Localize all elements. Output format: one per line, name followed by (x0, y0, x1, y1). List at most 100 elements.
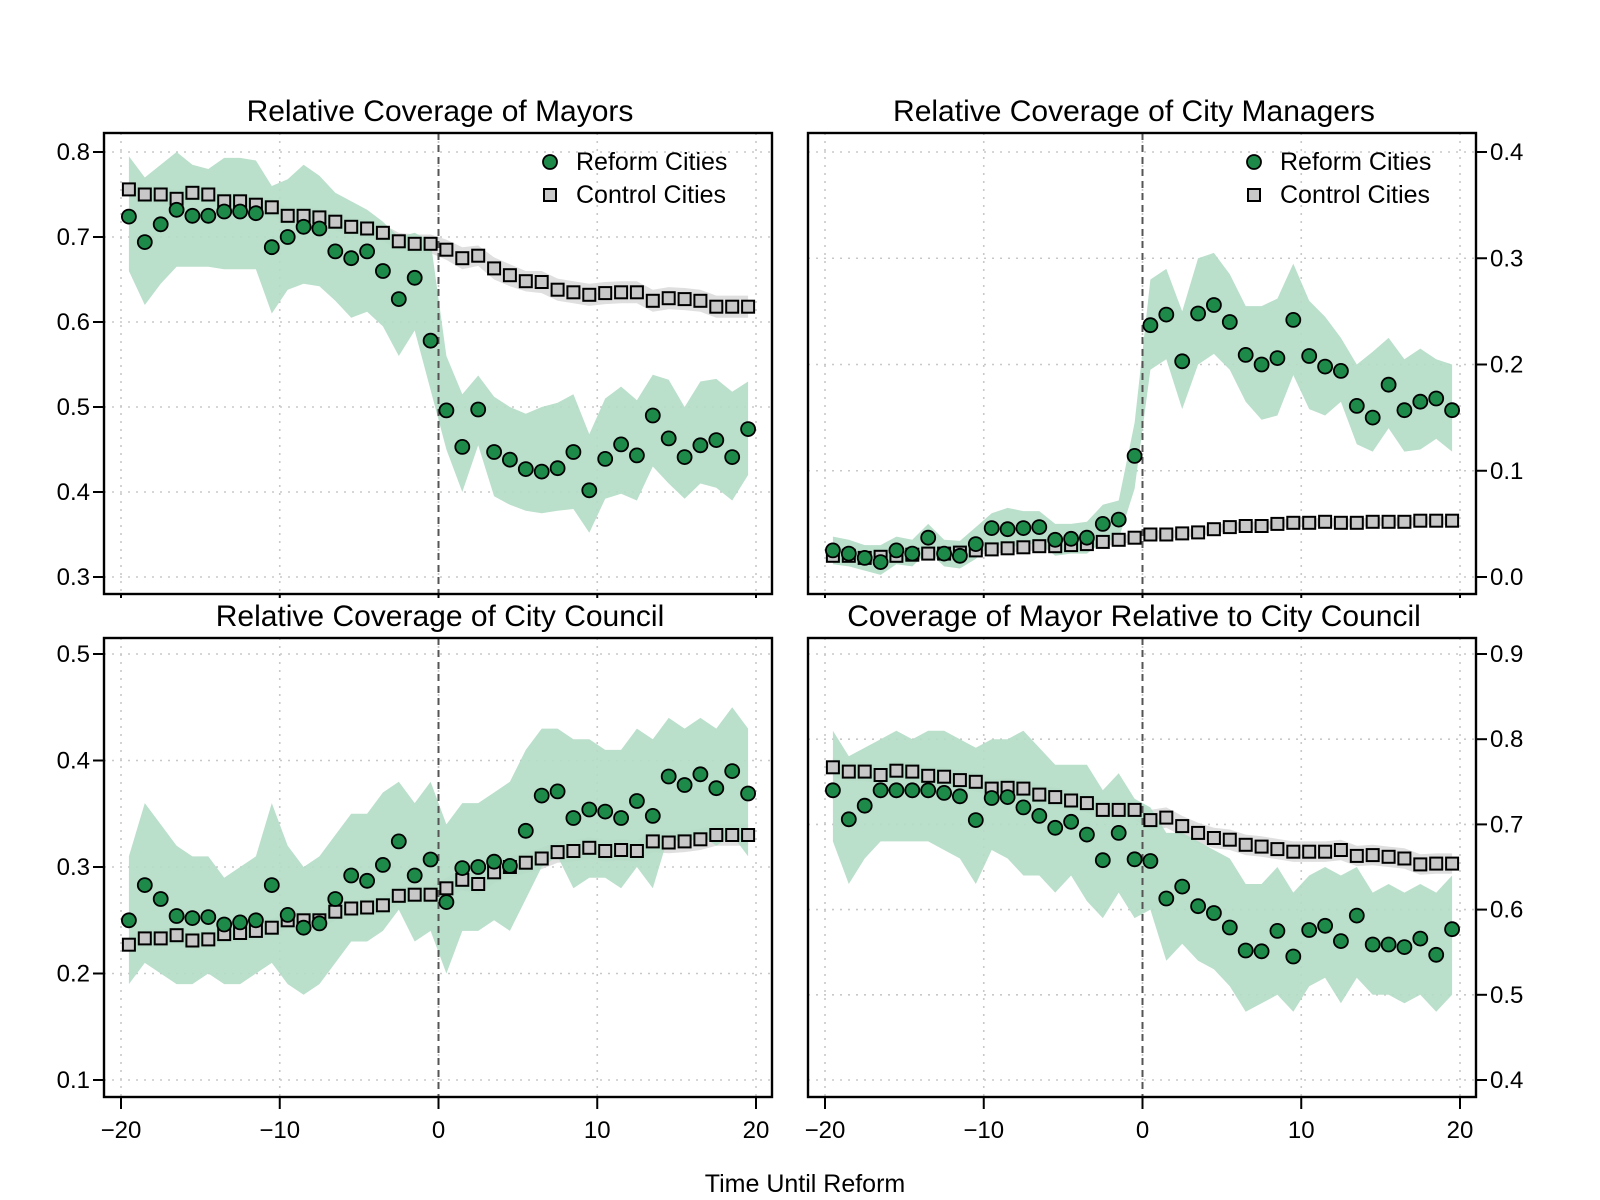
reform-point (390, 291, 407, 308)
reform-point (311, 220, 328, 237)
reform-point (136, 877, 153, 893)
reform-point (740, 785, 756, 802)
reform-point (999, 521, 1016, 538)
control-point (137, 187, 152, 202)
reform-point (470, 859, 487, 875)
x-tick-label: −20 (805, 1117, 846, 1144)
control-point (614, 285, 629, 300)
control-point (201, 932, 216, 947)
reform-point (967, 536, 984, 552)
control-point (841, 764, 856, 779)
control-point (1159, 810, 1174, 825)
reform-point (1063, 530, 1079, 547)
reform-point (1348, 397, 1365, 414)
reform-point (1364, 936, 1381, 953)
reform-point (724, 449, 741, 466)
reform-point (152, 891, 169, 907)
legend-control-marker (543, 188, 557, 202)
reform-point (888, 542, 905, 559)
reform-point (184, 910, 201, 926)
reform-point (1047, 819, 1064, 836)
control-point (1191, 825, 1206, 840)
control-point (1397, 514, 1412, 529)
control-point (391, 888, 406, 903)
reform-point (422, 851, 439, 868)
reform-point (1094, 516, 1111, 532)
x-tick-label: −10 (963, 1117, 1004, 1144)
control-point (937, 769, 952, 784)
reform-point (295, 218, 312, 235)
reform-point (676, 777, 693, 793)
control-point (1397, 851, 1412, 866)
reform-point (343, 867, 360, 884)
reform-point (597, 803, 614, 820)
control-point (518, 274, 533, 289)
reform-point (952, 788, 968, 805)
legend-control-label: Control Cities (1280, 181, 1430, 209)
reform-point (856, 550, 873, 566)
reform-point (1158, 306, 1175, 323)
reform-point (1047, 531, 1064, 548)
y-tick-label: 0.6 (1490, 897, 1523, 924)
reform-point (1396, 402, 1413, 419)
reform-point (486, 444, 503, 460)
reform-point (1031, 519, 1048, 535)
reform-point (501, 858, 518, 874)
reform-point (279, 229, 296, 245)
reform-point (1444, 402, 1460, 419)
control-point (391, 234, 406, 249)
control-point (693, 832, 708, 847)
reform-point (152, 216, 169, 233)
control-point (328, 904, 343, 919)
reform-point (438, 894, 455, 910)
control-point (1286, 844, 1301, 859)
x-tick-label: 0 (1136, 1117, 1149, 1144)
control-point (1333, 515, 1348, 530)
y-tick-label: 0.2 (1490, 352, 1523, 379)
reform-point (888, 782, 905, 799)
reform-point (200, 207, 217, 224)
reform-point (486, 853, 503, 870)
control-point (645, 293, 660, 308)
control-point (502, 268, 517, 283)
reform-point (454, 860, 471, 876)
reform-point (406, 867, 423, 884)
reform-point (359, 872, 376, 889)
reform-point (1110, 511, 1127, 528)
control-point (693, 293, 708, 308)
reform-point (1126, 851, 1143, 868)
reform-point (1285, 948, 1302, 965)
x-tick-label: 10 (1288, 1117, 1315, 1144)
control-point (709, 828, 724, 842)
control-point (1413, 513, 1428, 528)
control-point (1016, 540, 1031, 555)
reform-point (517, 822, 534, 839)
reform-point (359, 243, 376, 260)
control-point (1413, 857, 1428, 872)
reform-point (840, 811, 857, 828)
control-point (423, 887, 438, 902)
control-point (1381, 514, 1396, 529)
reform-point (1031, 808, 1048, 824)
reform-point (1269, 923, 1286, 939)
control-point (921, 768, 936, 783)
control-point (873, 768, 888, 782)
control-point (1286, 515, 1301, 530)
reform-point (406, 269, 423, 286)
reform-point (136, 234, 153, 251)
control-point (725, 828, 740, 842)
reform-point (1206, 297, 1222, 313)
x-tick-label: 0 (432, 1117, 445, 1144)
control-point (1365, 514, 1380, 529)
reform-point (644, 808, 661, 824)
reform-point (581, 482, 598, 499)
control-point (264, 200, 279, 215)
control-point (614, 843, 629, 857)
reform-point (120, 208, 137, 225)
control-point (677, 834, 692, 849)
control-point (471, 877, 486, 891)
reform-point (120, 912, 137, 929)
control-point (677, 292, 692, 307)
control-point (423, 236, 438, 251)
